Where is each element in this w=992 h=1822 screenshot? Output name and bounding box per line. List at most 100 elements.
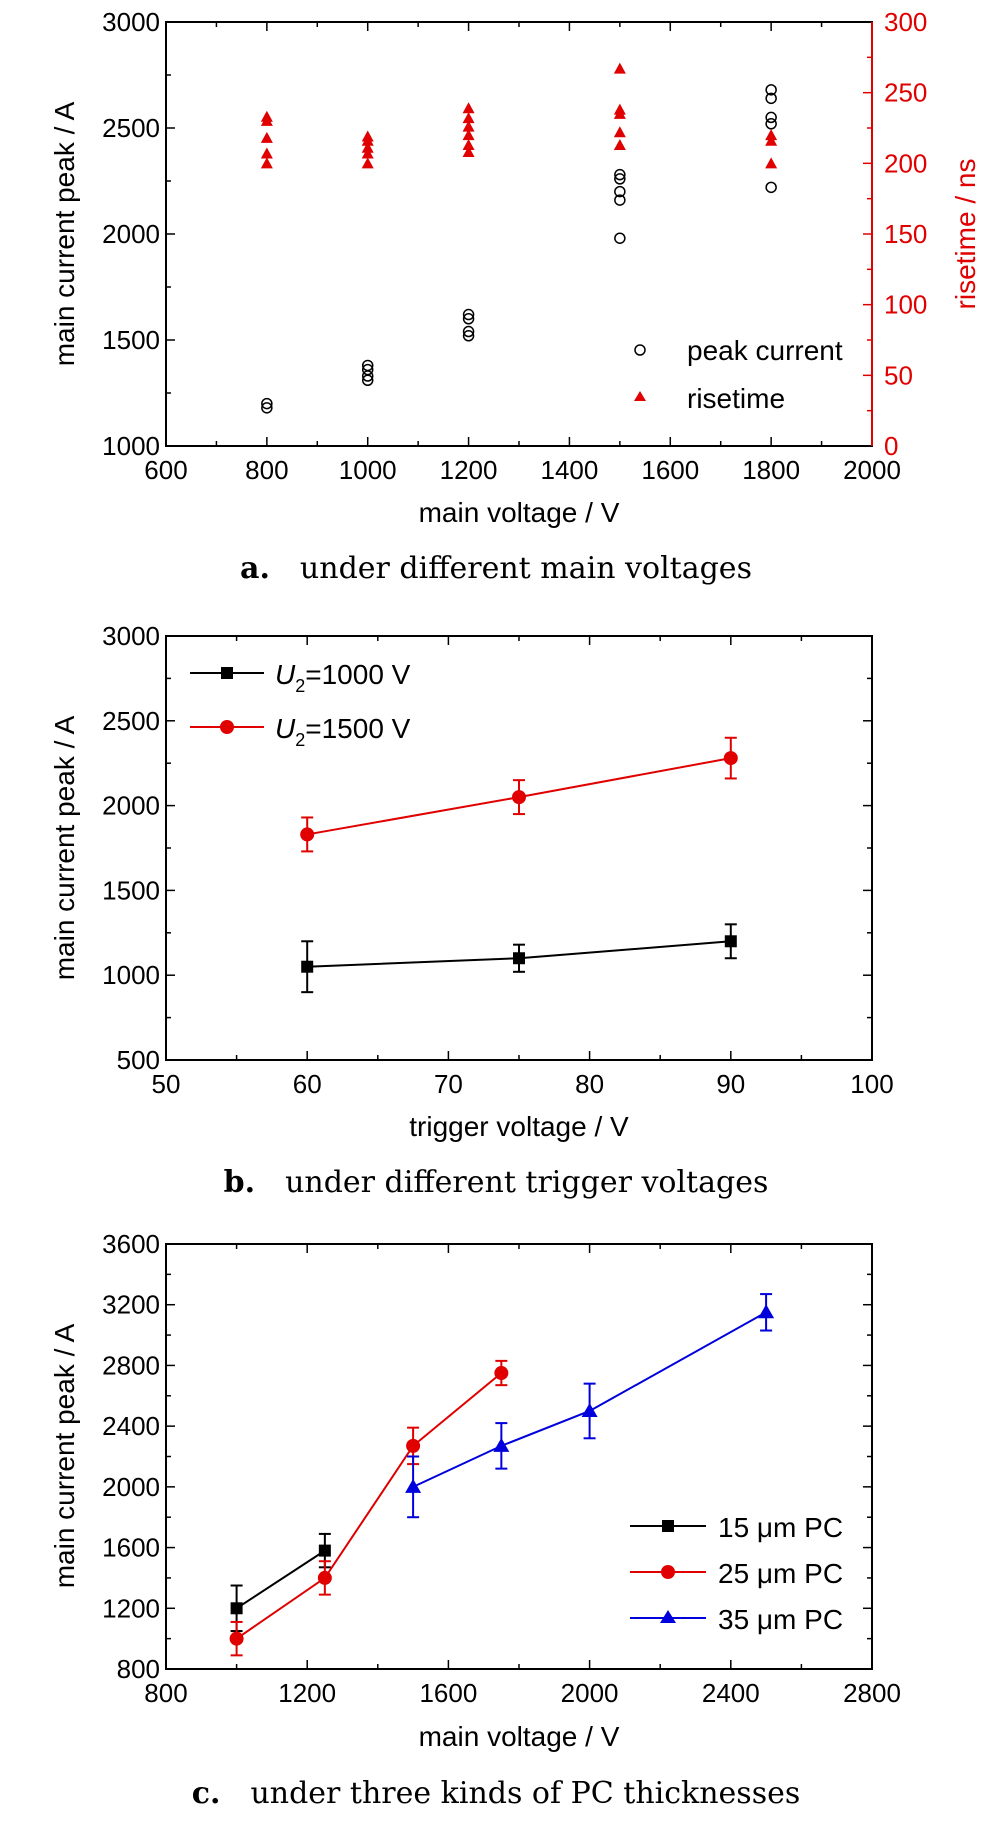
panel-c-caption-text: under three kinds of PC thicknesses bbox=[250, 1776, 800, 1811]
peak-current-point bbox=[462, 330, 475, 342]
panel-c-caption: c. under three kinds of PC thicknesses bbox=[192, 1776, 801, 1811]
x-tick-label: 50 bbox=[152, 1069, 181, 1099]
x-tick-label: 1200 bbox=[278, 1678, 336, 1708]
y-tick-label: 2400 bbox=[102, 1411, 160, 1441]
panel-a-ylabel: main current peak / A bbox=[49, 101, 80, 366]
x-tick-label: 2000 bbox=[561, 1678, 619, 1708]
series-3-point bbox=[493, 1437, 510, 1452]
panel-a-legend-label-risetime: risetime bbox=[687, 383, 785, 414]
panel-a-ticks: 600 800 1000 1200 1400 1600 1800 20001000150020… bbox=[102, 7, 927, 485]
x-tick-label: 800 bbox=[245, 455, 288, 485]
risetime-point bbox=[613, 62, 626, 74]
x-tick-label: 2000 bbox=[843, 455, 901, 485]
panel-b-legend-rest-1: =1000 V bbox=[305, 659, 410, 690]
x-tick-label: 2800 bbox=[843, 1678, 901, 1708]
panel-c-xlabel: main voltage / V bbox=[419, 1721, 620, 1752]
panel-c: 800 1200 1600 2000 2400 2800 800 1200 1600 2000 24… bbox=[49, 1229, 901, 1811]
series-2-point bbox=[723, 751, 738, 766]
y-tick-label: 2500 bbox=[102, 706, 160, 736]
series-2-point bbox=[406, 1438, 421, 1453]
y-tick-label: 1500 bbox=[102, 325, 160, 355]
panel-b-legend-var-1: U bbox=[275, 659, 296, 690]
peak-current-point bbox=[765, 92, 777, 105]
series-1-point bbox=[301, 960, 314, 973]
panel-b-legend: U2=1000 V U2=1500 V bbox=[190, 659, 411, 750]
y-right-tick-label: 250 bbox=[884, 78, 927, 108]
series-1-line bbox=[236, 1549, 326, 1610]
panel-c-legend-marker-3 bbox=[660, 1610, 676, 1623]
peak-current-point bbox=[765, 118, 777, 130]
panel-a-xlabel: main voltage / V bbox=[419, 497, 620, 528]
risetime-point bbox=[765, 157, 778, 169]
y-tick-label: 500 bbox=[117, 1045, 160, 1075]
risetime-point bbox=[260, 147, 273, 159]
panel-b-legend-label-1: U2=1000 V bbox=[275, 659, 411, 696]
y-tick-label: 1000 bbox=[102, 431, 160, 461]
x-tick-label: 90 bbox=[716, 1069, 745, 1099]
y-tick-label: 1600 bbox=[102, 1533, 160, 1563]
peak-current-point bbox=[462, 325, 475, 338]
peak-current-point bbox=[765, 181, 777, 194]
series-2-point bbox=[300, 827, 315, 842]
risetime-point bbox=[462, 138, 475, 150]
peak-current-point bbox=[462, 313, 475, 325]
risetime-point bbox=[361, 157, 374, 169]
panel-a-marks bbox=[260, 62, 778, 414]
risetime-point bbox=[462, 129, 475, 141]
peak-current-point bbox=[614, 194, 626, 206]
y-tick-label: 1000 bbox=[102, 960, 160, 990]
risetime-point bbox=[613, 138, 626, 150]
y-right-tick-label: 100 bbox=[884, 290, 927, 320]
panel-c-ticks: 800 1200 1600 2000 2400 2800 800 1200 1600 2000 24… bbox=[102, 1229, 901, 1708]
series-1-point bbox=[724, 935, 737, 948]
risetime-point bbox=[613, 103, 626, 115]
panel-c-ylabel: main current peak / A bbox=[49, 1323, 80, 1588]
panel-b-caption-letter: b. bbox=[224, 1165, 255, 1200]
peak-current-point bbox=[361, 363, 374, 376]
panel-b-legend-sub-2: 2 bbox=[295, 730, 305, 750]
risetime-point bbox=[361, 147, 374, 159]
panel-a-caption-text: under different main voltages bbox=[300, 551, 752, 586]
x-tick-label: 1800 bbox=[742, 455, 800, 485]
x-tick-label: 1600 bbox=[641, 455, 699, 485]
y-right-tick-label: 150 bbox=[884, 219, 927, 249]
series-2-point bbox=[229, 1631, 244, 1646]
risetime-point bbox=[361, 141, 374, 153]
x-tick-label: 1000 bbox=[339, 455, 397, 485]
peak-current-point bbox=[614, 173, 626, 185]
panel-c-legend-marker-1 bbox=[662, 1520, 674, 1532]
risetime-point bbox=[765, 134, 778, 146]
x-tick-label: 100 bbox=[850, 1069, 893, 1099]
risetime-point bbox=[361, 130, 374, 142]
panel-a-legend-marker-peak-current bbox=[634, 344, 646, 356]
panel-b-legend-marker-1 bbox=[221, 667, 233, 679]
y-tick-label: 2800 bbox=[102, 1350, 160, 1380]
panel-b-marks bbox=[300, 736, 738, 994]
panel-b-caption: b. under different trigger voltages bbox=[224, 1165, 769, 1200]
x-tick-label: 80 bbox=[575, 1069, 604, 1099]
risetime-point bbox=[260, 110, 273, 122]
peak-current-point bbox=[614, 185, 626, 198]
peak-current-point bbox=[261, 397, 273, 410]
panel-a-legend: peak current risetime bbox=[634, 335, 843, 414]
y-right-tick-label: 0 bbox=[884, 431, 898, 461]
panel-c-plot-frame bbox=[165, 1243, 873, 1670]
panel-b-ticks: 50 60 70 80 90 100 500 1000 1500 2000 2500 3000 bbox=[102, 621, 894, 1099]
panel-a-legend-label-peak-current: peak current bbox=[687, 335, 843, 366]
risetime-point bbox=[462, 146, 475, 158]
peak-current-point bbox=[361, 359, 374, 372]
panel-b-legend-label-2: U2=1500 V bbox=[275, 713, 411, 750]
series-2-point bbox=[317, 1570, 332, 1585]
series-3-point bbox=[758, 1304, 775, 1319]
panel-c-legend-label-1: 15 μm PC bbox=[718, 1512, 843, 1543]
x-tick-label: 70 bbox=[434, 1069, 463, 1099]
x-tick-label: 1400 bbox=[541, 455, 599, 485]
panel-c-legend-marker-2 bbox=[661, 1565, 675, 1579]
peak-current-point bbox=[765, 111, 777, 124]
y-tick-label: 2000 bbox=[102, 1472, 160, 1502]
panel-b-xlabel: trigger voltage / V bbox=[409, 1111, 629, 1142]
x-tick-label: 60 bbox=[293, 1069, 322, 1099]
series-2-point bbox=[494, 1366, 509, 1381]
x-tick-label: 600 bbox=[144, 455, 187, 485]
